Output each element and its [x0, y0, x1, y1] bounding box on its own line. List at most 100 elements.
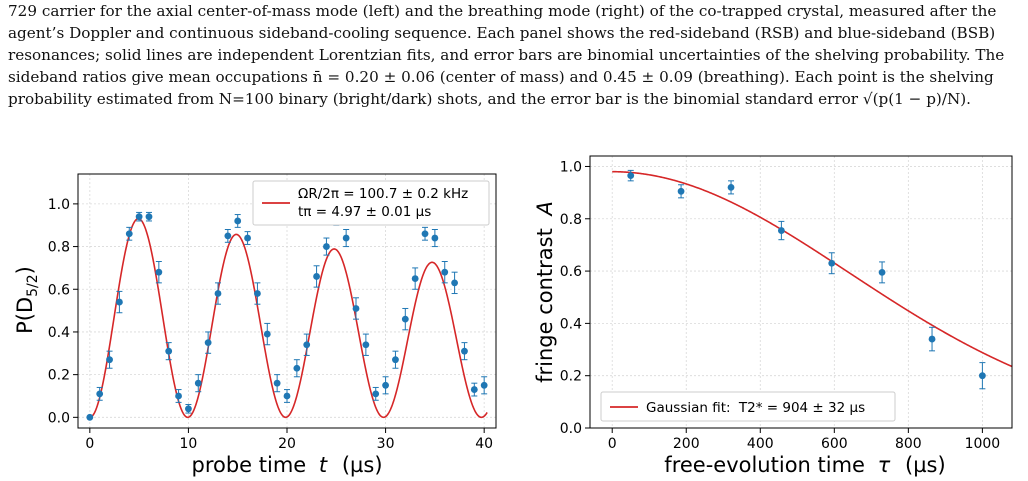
left-x-tick-label: 0 [85, 436, 94, 452]
left-data-point [155, 268, 163, 276]
right-data-point [978, 372, 986, 380]
left-data-point [234, 217, 242, 225]
left-data-point [116, 298, 123, 306]
right-legend-label: Gaussian fit: T2* = 904 ± 32 µs [646, 400, 865, 416]
left-data-point [342, 234, 350, 242]
left-data-point [470, 386, 478, 393]
left-legend: ΩR/2π = 100.7 ± 0.2 kHz tπ = 4.97 ± 0.01… [252, 180, 490, 226]
left-data-point [165, 347, 173, 355]
caption-line-5: probability estimated from N=100 binary … [8, 90, 971, 108]
left-data-point [135, 213, 143, 221]
left-x-tick-label: 20 [278, 436, 296, 452]
left-data-point [451, 279, 458, 287]
left-y-tick-label: 0.2 [48, 368, 70, 384]
left-x-tick-label: 30 [377, 436, 395, 452]
right-y-tick-label: 0.8 [560, 212, 582, 228]
caption-line-3: resonances; solid lines are independent … [8, 46, 1005, 64]
figure-caption: 729 carrier for the axial center-of-mass… [8, 0, 1020, 110]
right-x-tick-label: 200 [673, 436, 700, 452]
right-data-point [878, 268, 886, 276]
left-data-point [96, 390, 104, 398]
left-data-point [313, 273, 320, 280]
right-x-axis-label: free-evolution time τ (µs) [664, 453, 945, 477]
left-y-tick-label: 0.0 [48, 410, 70, 426]
left-data-point [273, 379, 281, 387]
left-data-point [461, 347, 468, 355]
right-y-tick-label: 0.0 [560, 421, 582, 437]
left-data-point [362, 341, 370, 349]
left-x-axis-label: probe time t (µs) [191, 453, 382, 477]
right-data-point [777, 227, 785, 234]
left-legend-line2: tπ = 4.97 ± 0.01 µs [298, 204, 431, 220]
right-y-tick-label: 0.4 [560, 316, 582, 332]
left-data-point [421, 230, 429, 238]
left-data-point [411, 275, 419, 282]
left-y-tick-label: 0.8 [48, 240, 70, 256]
left-data-point [263, 330, 271, 338]
left-data-point [244, 234, 251, 242]
left-data-point [372, 390, 380, 398]
right-x-tick-label: 800 [895, 436, 922, 452]
right-x-tick-label: 600 [821, 436, 848, 452]
right-data-point [928, 335, 936, 343]
left-data-point [392, 356, 399, 364]
right-fit-curve [612, 170, 1013, 368]
left-data-point [125, 230, 133, 238]
left-data-point [194, 379, 202, 387]
left-data-point [254, 290, 261, 297]
right-data-point [627, 172, 635, 180]
right-y-tick-label: 1.0 [560, 159, 582, 175]
left-data-point [86, 413, 94, 421]
left-data-point [224, 232, 232, 240]
left-data-point [175, 392, 182, 400]
left-y-axis-label: P(D5/2) [13, 266, 41, 334]
left-x-tick-label: 40 [475, 436, 493, 452]
right-legend-box [600, 391, 896, 422]
left-fit-curve [89, 217, 488, 419]
left-data-point [323, 243, 330, 250]
right-x-tick-label: 1000 [965, 436, 1001, 452]
left-data-point [293, 364, 301, 372]
right-y-ticks: 0.0 0.2 0.4 0.6 0.8 1.0 [560, 159, 590, 437]
right-x-ticks: 0 200 400 600 800 1000 [608, 428, 1000, 452]
right-x-tick-label: 0 [608, 436, 617, 452]
right-y-tick-label: 0.2 [560, 369, 582, 385]
right-y-axis-label: fringe contrast A [533, 201, 557, 383]
left-x-tick-label: 10 [180, 436, 198, 452]
right-y-tick-label: 0.6 [560, 264, 582, 280]
left-data-point [106, 356, 113, 364]
left-data-point [185, 405, 192, 413]
left-legend-box [252, 180, 490, 226]
caption-line-4: sideband ratios give mean occupations n̄… [8, 68, 994, 86]
left-x-ticks: 0 10 20 30 40 [85, 428, 493, 452]
right-legend: Gaussian fit: T2* = 904 ± 32 µs [600, 391, 896, 422]
left-data-point [145, 213, 153, 221]
right-data-point [828, 259, 836, 267]
left-data-point [401, 315, 409, 323]
caption-line-1: 729 carrier for the axial center-of-mass… [8, 2, 997, 20]
right-fit-curve-group [612, 170, 1013, 368]
left-y-ticks: 0.0 0.2 0.4 0.6 0.8 1.0 [48, 197, 78, 426]
left-data-point [352, 305, 360, 312]
left-data-point [303, 341, 311, 349]
left-data-point [431, 234, 439, 242]
right-data-point [677, 187, 685, 195]
left-y-tick-label: 0.6 [48, 282, 70, 298]
left-y-tick-label: 1.0 [48, 197, 70, 213]
caption-line-2: agent’s Doppler and continuous sideband-… [8, 24, 996, 42]
left-data-point [480, 381, 488, 389]
left-data-point [382, 381, 389, 389]
left-fit-curve-group [89, 217, 488, 419]
left-data-point [283, 392, 291, 400]
right-x-tick-label: 400 [747, 436, 774, 452]
left-data-point [441, 268, 449, 276]
left-y-tick-label: 0.4 [48, 325, 70, 341]
left-data-point [204, 339, 212, 347]
left-legend-line1: ΩR/2π = 100.7 ± 0.2 kHz [298, 186, 468, 202]
left-data-points [86, 211, 488, 421]
right-data-points [627, 169, 986, 390]
right-data-point [727, 183, 735, 191]
right-grid [590, 156, 1012, 429]
right-plot-frame [589, 155, 1013, 429]
